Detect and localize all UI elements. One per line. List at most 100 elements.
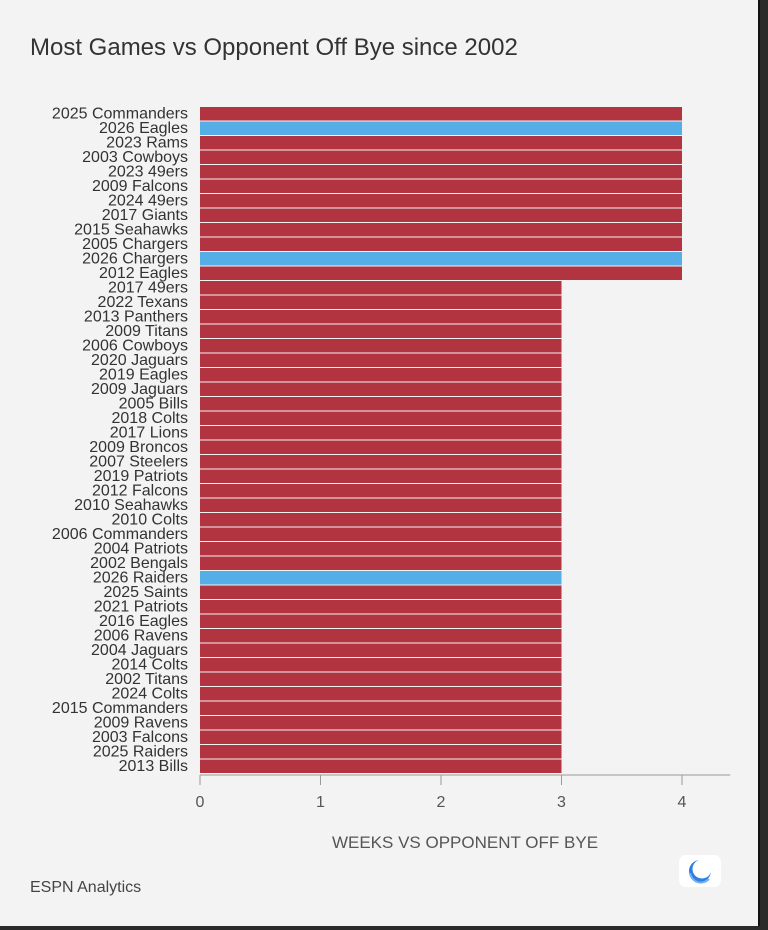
bar-2005-bills — [200, 397, 562, 411]
bar-2016-eagles — [200, 614, 562, 628]
bar-2003-cowboys — [200, 150, 682, 164]
bar-2012-falcons — [200, 484, 562, 498]
category-label: 2020 Jaguars — [91, 352, 188, 369]
category-label: 2005 Chargers — [82, 236, 188, 253]
category-label: 2026 Raiders — [93, 569, 188, 586]
category-label: 2026 Chargers — [82, 250, 188, 267]
bar-2026-chargers — [200, 252, 682, 266]
category-label: 2017 Giants — [102, 207, 188, 224]
x-tick-label: 1 — [316, 794, 325, 811]
chart-title: Most Games vs Opponent Off Bye since 200… — [30, 34, 518, 61]
bar-2007-steelers — [200, 455, 562, 469]
bar-2009-titans — [200, 324, 562, 338]
category-label: 2019 Eagles — [99, 366, 188, 383]
category-label: 2009 Ravens — [94, 714, 188, 731]
category-label: 2002 Titans — [105, 671, 188, 688]
x-tick-label: 4 — [678, 794, 687, 811]
category-label: 2019 Patriots — [94, 468, 188, 485]
bar-2017-lions — [200, 426, 562, 440]
category-label: 2017 Lions — [110, 424, 188, 441]
bar-2025-saints — [200, 585, 562, 599]
bar-2019-patriots — [200, 469, 562, 483]
category-label: 2026 Eagles — [99, 120, 188, 137]
category-label: 2003 Falcons — [92, 729, 188, 746]
bar-2022-texans — [200, 295, 562, 309]
category-label: 2010 Colts — [112, 511, 189, 528]
x-axis-label: WEEKS VS OPPONENT OFF BYE — [332, 833, 598, 852]
bar-2024-colts — [200, 687, 562, 701]
bar-2009-ravens — [200, 716, 562, 730]
bar-2021-patriots — [200, 600, 562, 614]
category-label: 2017 49ers — [108, 279, 188, 296]
bar-2005-chargers — [200, 237, 682, 251]
x-tick-label: 2 — [437, 794, 446, 811]
category-label: 2007 Steelers — [89, 453, 188, 470]
source-credit: ESPN Analytics — [30, 879, 142, 896]
bar-2006-cowboys — [200, 339, 562, 353]
bar-2013-panthers — [200, 310, 562, 324]
bar-2026-eagles — [200, 121, 682, 135]
bar-2006-commanders — [200, 527, 562, 541]
bar-2010-seahawks — [200, 498, 562, 512]
category-label: 2013 Bills — [119, 758, 188, 775]
bar-2020-jaguars — [200, 353, 562, 367]
category-label: 2024 Colts — [112, 685, 189, 702]
category-label: 2009 Titans — [105, 323, 188, 340]
bar-2014-colts — [200, 658, 562, 672]
bar-2015-commanders — [200, 701, 562, 715]
bar-2009-jaguars — [200, 382, 562, 396]
bar-2010-colts — [200, 513, 562, 527]
category-label: 2006 Ravens — [94, 627, 188, 644]
category-label: 2022 Texans — [98, 294, 188, 311]
x-tick-label: 0 — [196, 794, 205, 811]
bar-2017-49ers — [200, 281, 562, 295]
bar-2012-eagles — [200, 266, 682, 280]
category-label: 2005 Bills — [119, 395, 188, 412]
category-label: 2023 Rams — [106, 134, 188, 151]
x-tick-label: 3 — [557, 794, 566, 811]
bar-2015-seahawks — [200, 223, 682, 237]
bar-2004-jaguars — [200, 643, 562, 657]
category-label: 2015 Seahawks — [74, 221, 188, 238]
category-label: 2025 Raiders — [93, 743, 188, 760]
category-label: 2009 Falcons — [92, 178, 188, 195]
category-label: 2016 Eagles — [99, 613, 188, 630]
category-label: 2014 Colts — [112, 656, 189, 673]
bar-2024-49ers — [200, 194, 682, 208]
bar-2017-giants — [200, 208, 682, 222]
bar-2025-commanders — [200, 107, 682, 121]
bar-2019-eagles — [200, 368, 562, 382]
category-label: 2023 49ers — [108, 163, 188, 180]
category-label: 2025 Saints — [103, 584, 188, 601]
category-label: 2006 Commanders — [52, 526, 188, 543]
bar-2023-49ers — [200, 165, 682, 179]
bar-2013-bills — [200, 759, 562, 773]
bar-2006-ravens — [200, 629, 562, 643]
category-label: 2009 Jaguars — [91, 381, 188, 398]
bar-2026-raiders — [200, 571, 562, 585]
bars-group — [200, 107, 682, 773]
bar-2023-rams — [200, 136, 682, 150]
category-label: 2004 Patriots — [94, 540, 188, 557]
bar-2002-titans — [200, 672, 562, 686]
category-label: 2024 49ers — [108, 192, 188, 209]
bar-2004-patriots — [200, 542, 562, 556]
category-label: 2009 Broncos — [89, 439, 188, 456]
bar-2003-falcons — [200, 730, 562, 744]
category-label: 2010 Seahawks — [74, 497, 188, 514]
bar-2025-raiders — [200, 745, 562, 759]
category-label: 2012 Falcons — [92, 482, 188, 499]
category-label: 2004 Jaguars — [91, 642, 188, 659]
category-label: 2018 Colts — [112, 410, 189, 427]
bar-2018-colts — [200, 411, 562, 425]
category-label: 2002 Bengals — [90, 555, 188, 572]
category-label: 2025 Commanders — [52, 105, 188, 122]
bar-2009-falcons — [200, 179, 682, 193]
bar-2009-broncos — [200, 440, 562, 454]
category-label: 2006 Cowboys — [82, 337, 188, 354]
x-axis-group: 0 1 2 3 4 — [196, 774, 731, 811]
espn-analytics-logo-icon — [679, 855, 721, 887]
